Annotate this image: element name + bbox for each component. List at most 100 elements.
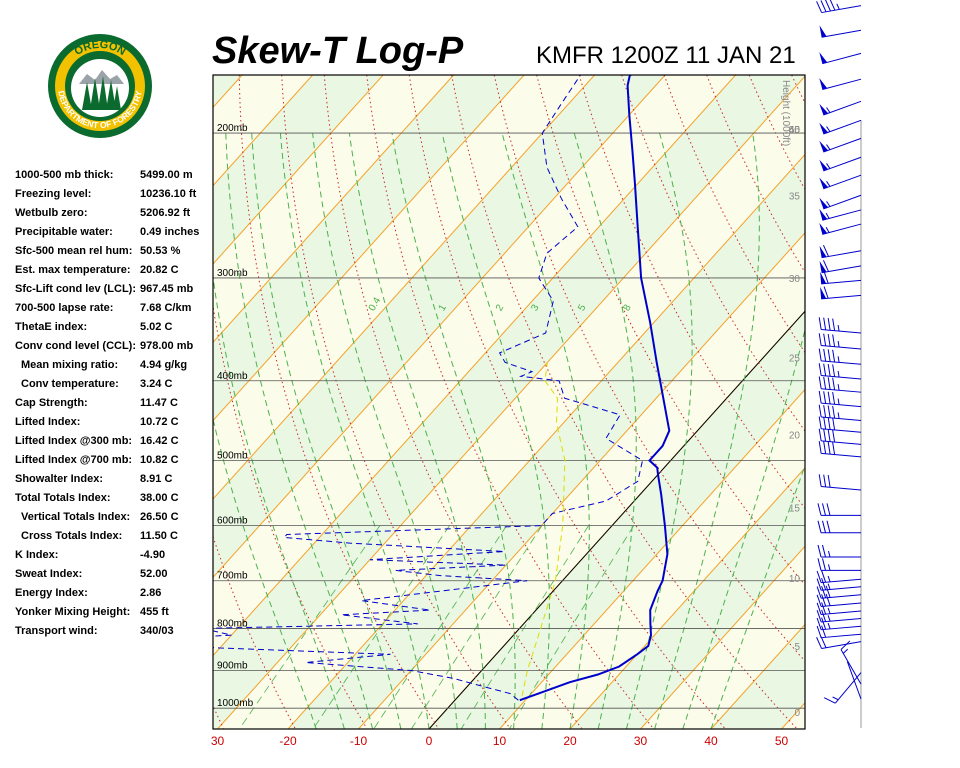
dry-adiabat	[59, 75, 152, 728]
wind-barb-half	[827, 607, 831, 614]
wind-barb-full	[827, 334, 831, 347]
index-value: 5499.00 m	[140, 169, 193, 181]
wind-barb-full	[822, 503, 826, 516]
isotherm-line	[213, 75, 525, 422]
index-label: Sfc-500 mean rel hum:	[15, 245, 133, 257]
index-label: 700-500 lapse rate:	[15, 302, 114, 314]
wind-barb	[818, 333, 862, 350]
index-label: Total Totals Index:	[15, 492, 111, 504]
wind-barb-half	[827, 575, 831, 583]
index-value: 26.50 C	[140, 511, 179, 523]
wind-barb-full	[832, 391, 836, 405]
wind-barb-half	[837, 324, 840, 332]
wind-barb	[819, 244, 862, 259]
oregon-forestry-logo: OREGON DEPARTMENT OF FORESTRY	[48, 34, 152, 138]
isotherm-line	[213, 75, 666, 579]
wind-barb-half	[837, 384, 840, 391]
dewpoint-trace	[213, 75, 644, 701]
wind-barb-half	[837, 370, 840, 378]
wind-barb-full	[818, 317, 822, 330]
wind-barb-full	[816, 594, 822, 607]
index-value: 5206.92 ft	[140, 207, 191, 219]
pressure-label: 300mb	[217, 268, 248, 279]
wind-barb	[816, 570, 862, 584]
wind-barb-half	[827, 622, 831, 630]
index-label: Conv temperature:	[21, 378, 119, 390]
wind-barb-staff	[821, 416, 862, 421]
wind-barb-full	[818, 376, 822, 389]
isotherm-line	[358, 232, 805, 729]
wind-barb-staff	[821, 452, 862, 458]
wind-barb-staff	[821, 329, 862, 334]
wind-barb-staff	[834, 672, 862, 704]
index-value: 52.00	[140, 568, 168, 580]
wind-barb-staff	[821, 610, 862, 616]
isotherm-line	[569, 467, 805, 729]
wind-barb-full	[821, 570, 827, 583]
isotherm-line	[213, 75, 243, 109]
index-value: 7.68 C/km	[140, 302, 192, 314]
wind-barb	[816, 636, 862, 650]
wind-barb-full	[821, 609, 827, 622]
wind-barb-full	[818, 428, 822, 442]
mixing-ratio-line	[312, 525, 450, 729]
wind-barb-full	[821, 625, 827, 638]
wind-barb	[818, 363, 862, 380]
wind-barb-half	[825, 226, 830, 233]
temperature-trace	[519, 75, 671, 702]
wind-barb-flag	[819, 260, 827, 273]
wind-barb-full	[825, 0, 831, 12]
wind-barb-full	[817, 544, 822, 558]
wind-barb-full	[825, 593, 831, 606]
isotherm-line	[0, 75, 172, 729]
wind-barb	[818, 474, 862, 491]
wind-barb	[816, 602, 862, 616]
wind-barb-flag	[819, 177, 829, 189]
saturated-adiabat	[573, 132, 637, 729]
wind-barb-full	[832, 442, 836, 455]
index-label: 1000-500 mb thick:	[15, 169, 114, 181]
wind-barb-full	[826, 520, 831, 533]
pressure-label: 200mb	[217, 123, 248, 134]
wind-barb	[816, 585, 862, 599]
wind-barb-full	[823, 416, 827, 430]
wind-barb	[816, 609, 862, 623]
dry-adiabat	[238, 75, 439, 729]
pressure-label: 1000mb	[217, 698, 254, 709]
dry-adiabat	[213, 704, 224, 729]
wind-barb-full	[832, 377, 836, 390]
wind-barb	[820, 271, 862, 285]
index-label: Lifted Index @700 mb:	[15, 454, 133, 466]
index-label: Est. max temperature:	[15, 264, 131, 276]
wind-barb-half	[826, 163, 831, 169]
wind-barb	[818, 441, 862, 458]
wind-barb-staff	[823, 156, 862, 172]
mixing-ratio-line	[411, 525, 543, 729]
index-value: 2.86	[140, 587, 162, 599]
x-tick-label: 30	[211, 734, 225, 748]
wind-barb-full	[817, 520, 822, 533]
wind-barb	[818, 348, 862, 365]
isotherm-line	[213, 75, 595, 500]
wind-barb	[817, 558, 861, 571]
wind-barb	[819, 119, 862, 135]
wind-barb-full	[821, 578, 827, 591]
wind-barb-full	[820, 636, 827, 648]
mixing-ratio-label: 3	[529, 302, 542, 313]
wind-barb-full	[821, 602, 827, 615]
wind-barb	[818, 428, 862, 445]
wind-barb-full	[818, 416, 822, 429]
wind-barb-full	[832, 364, 836, 377]
wind-barb-half	[828, 550, 831, 558]
wind-barb-staff	[821, 374, 862, 380]
isotherm-line	[0, 75, 101, 729]
isotherm-band	[213, 75, 243, 108]
index-value: 10236.10 ft	[140, 188, 197, 200]
wind-barb	[819, 77, 862, 91]
wind-barb-full	[816, 625, 822, 638]
saturated-adiabat	[312, 133, 458, 729]
wind-barb	[818, 404, 862, 421]
wind-barb-flag	[819, 197, 829, 209]
dry-adiabat	[451, 75, 797, 729]
